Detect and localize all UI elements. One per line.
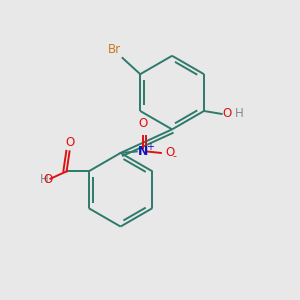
Text: Br: Br (108, 43, 121, 56)
Text: H: H (40, 173, 49, 186)
Text: O: O (44, 173, 53, 186)
Text: O: O (223, 107, 232, 120)
Text: O: O (139, 117, 148, 130)
Text: O: O (165, 146, 175, 159)
Text: O: O (65, 136, 74, 149)
Text: N: N (138, 145, 148, 158)
Text: +: + (146, 142, 154, 152)
Text: H: H (235, 107, 244, 120)
Text: -: - (173, 151, 177, 161)
